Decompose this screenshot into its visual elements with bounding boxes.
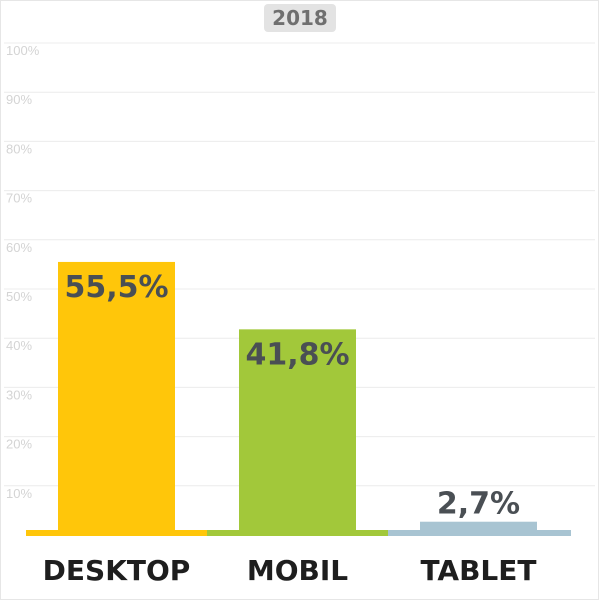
bar	[58, 261, 175, 535]
x-tick-label: MOBIL	[247, 554, 348, 587]
y-tick-label: 100%	[6, 43, 40, 58]
x-tick-label: TABLET	[420, 554, 536, 587]
y-tick-label: 80%	[6, 141, 32, 156]
y-tick-label: 40%	[6, 338, 32, 353]
bar	[239, 329, 356, 535]
data-label: 41,8%	[245, 337, 349, 372]
y-tick-label: 20%	[6, 437, 32, 452]
data-label: 55,5%	[64, 270, 168, 305]
data-label: 2,7%	[437, 487, 520, 522]
y-tick-label: 90%	[6, 92, 32, 107]
chart-title: 2018	[264, 4, 336, 32]
y-tick-label: 50%	[6, 289, 32, 304]
y-tick-label: 70%	[6, 191, 32, 206]
y-tick-label: 60%	[6, 240, 32, 255]
y-tick-label: 10%	[6, 486, 32, 501]
y-tick-label: 30%	[6, 387, 32, 402]
bar	[420, 521, 537, 535]
x-tick-label: DESKTOP	[43, 554, 191, 587]
